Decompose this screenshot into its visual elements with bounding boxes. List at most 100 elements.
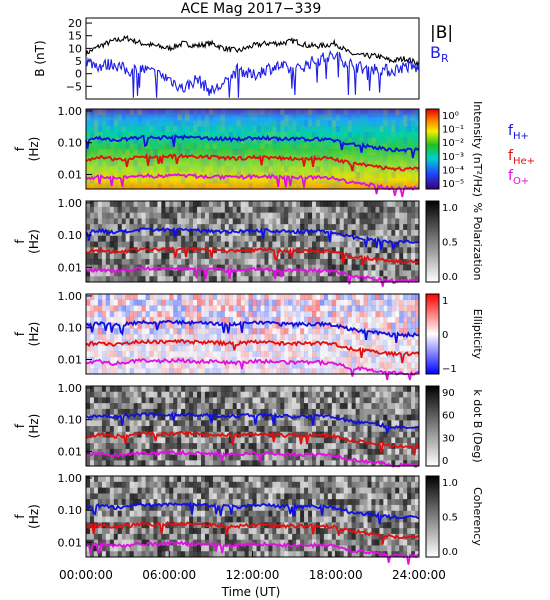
spectrogram-cell xyxy=(185,294,190,300)
spectrogram-cell xyxy=(403,131,408,138)
spectrogram-cell xyxy=(383,356,388,363)
spectrogram-cell xyxy=(331,443,337,450)
spectrogram-cell xyxy=(149,351,154,358)
spectrogram-cell xyxy=(335,160,341,167)
spectrogram-cell xyxy=(268,149,273,155)
spectrogram-cell xyxy=(113,551,119,558)
spectrogram-cell xyxy=(347,316,352,323)
spectrogram-cell xyxy=(109,120,115,127)
spectrogram-cell xyxy=(300,328,305,335)
spectrogram-cell xyxy=(387,109,392,115)
spectrogram-cell xyxy=(129,183,134,190)
spectrogram-cell xyxy=(411,386,416,392)
spectrogram-cell xyxy=(161,454,166,461)
spectrogram-cell xyxy=(244,253,249,260)
spectrogram-cell xyxy=(98,351,102,357)
spectrogram-cell xyxy=(204,311,210,318)
spectrogram-cell xyxy=(86,120,91,127)
spectrogram-cell xyxy=(387,339,392,346)
spectrogram-cell xyxy=(173,270,178,277)
spectrogram-cell xyxy=(264,143,269,150)
spectrogram-cell xyxy=(201,351,206,358)
spectrogram-cell xyxy=(284,403,289,410)
spectrogram-cell xyxy=(363,177,368,184)
spectrogram-cell xyxy=(141,294,146,300)
spectrogram-cell xyxy=(268,426,273,432)
spectrogram-cell xyxy=(125,345,130,352)
spectrogram-cell xyxy=(292,426,297,432)
spectrogram-cell xyxy=(212,448,218,455)
spectrogram-cell xyxy=(379,206,384,213)
spectrogram-cell xyxy=(323,177,329,184)
spectrogram-cell xyxy=(244,299,249,306)
spectrogram-cell xyxy=(157,316,162,323)
spectrogram-cell xyxy=(232,362,237,369)
spectrogram-cell xyxy=(109,224,115,231)
spectrogram-cell xyxy=(201,177,206,184)
spectrogram-cell xyxy=(129,149,134,155)
spectrogram-cell xyxy=(208,403,214,410)
spectrogram-cell xyxy=(256,437,261,444)
spectrogram-cell xyxy=(351,403,356,410)
spectrogram-cell xyxy=(228,131,233,138)
spectrogram-cell xyxy=(105,448,111,455)
spectrogram-cell xyxy=(193,253,198,260)
spectrogram-cell xyxy=(284,166,289,173)
spectrogram-cell xyxy=(165,386,170,392)
spectrogram-cell xyxy=(224,241,230,248)
spectrogram-cell xyxy=(276,437,281,444)
spectrogram-cell xyxy=(125,206,130,213)
spectrogram-cell xyxy=(379,224,384,231)
spectrogram-cell xyxy=(224,149,230,155)
spectrogram-cell xyxy=(129,316,134,323)
spectrogram-cell xyxy=(125,386,130,392)
spectrogram-cell xyxy=(300,322,305,329)
spectrogram-cell xyxy=(146,183,150,189)
spectrogram-cell xyxy=(97,448,103,455)
spectrogram-cell xyxy=(169,403,174,410)
spectrogram-cell xyxy=(371,322,376,329)
spectrogram-cell xyxy=(292,420,297,427)
spectrogram-cell xyxy=(177,437,182,444)
spectrogram-cell xyxy=(391,362,396,369)
spectrogram-cell xyxy=(403,339,408,346)
spectrogram-cell xyxy=(86,241,91,248)
spectrogram-cell xyxy=(304,218,309,225)
spectrogram-cell xyxy=(236,420,241,427)
spectrogram-cell xyxy=(133,311,138,318)
spectrogram-cell xyxy=(236,386,241,392)
spectrogram-cell xyxy=(177,235,182,242)
spectrogram-cell xyxy=(244,351,249,358)
spectrogram-cell xyxy=(359,431,364,438)
spectrogram-cell xyxy=(268,391,273,398)
spectrogram-cell xyxy=(296,183,301,190)
spectrogram-cell xyxy=(339,137,344,144)
spectrogram-cell xyxy=(201,120,206,127)
spectrogram-cell xyxy=(331,270,337,277)
spectrogram-cell xyxy=(101,305,107,312)
spectrogram-cell xyxy=(189,362,194,369)
series-B-R xyxy=(85,50,420,98)
spectrogram-cell xyxy=(276,305,281,312)
spectrogram-cell xyxy=(181,368,186,375)
spectrogram-cell xyxy=(161,149,166,155)
spectrogram-cell xyxy=(233,294,237,300)
spectrogram-cell xyxy=(331,109,337,115)
spectrogram-cell xyxy=(105,356,111,363)
spectrogram-cell xyxy=(228,305,233,312)
spectrogram-cell xyxy=(165,363,169,369)
spectrogram-cell xyxy=(141,322,146,329)
spectrogram-cell xyxy=(157,414,162,421)
spectrogram-cell xyxy=(363,183,368,190)
spectrogram-cell xyxy=(403,177,408,184)
spectrogram-cell xyxy=(181,218,186,225)
spectrogram-cell xyxy=(121,171,126,178)
spectrogram-cell xyxy=(248,397,253,404)
spectrogram-cell xyxy=(315,299,321,306)
spectrogram-cell xyxy=(296,109,301,115)
spectrogram-cell xyxy=(395,131,400,138)
spectrogram-cell xyxy=(145,420,150,427)
spectrogram-cell xyxy=(216,454,222,461)
spectrogram-cell xyxy=(327,247,333,254)
spectrogram-cell xyxy=(284,109,289,115)
